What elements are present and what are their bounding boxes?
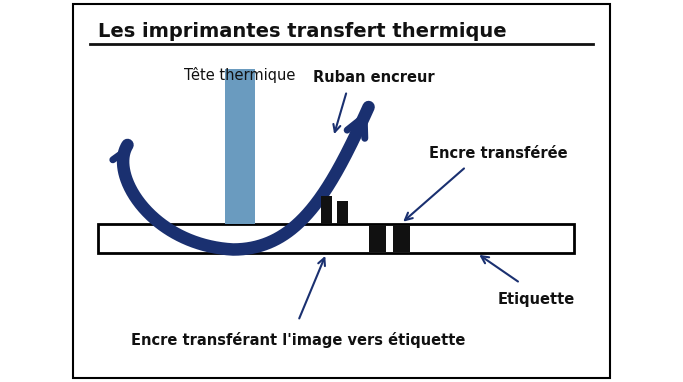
Bar (321, 196, 332, 223)
Bar (98, 223, 574, 253)
Text: Les imprimantes transfert thermique: Les imprimantes transfert thermique (98, 22, 506, 41)
Bar (393, 225, 410, 252)
Text: Ruban encreur: Ruban encreur (313, 70, 435, 85)
Text: Encre transférée: Encre transférée (430, 146, 568, 160)
Text: Tête thermique: Tête thermique (184, 66, 296, 83)
Bar (369, 225, 386, 252)
Text: Etiquette: Etiquette (498, 292, 575, 307)
Text: Encre transférant l'image vers étiquette: Encre transférant l'image vers étiquette (131, 332, 465, 348)
Bar (337, 201, 348, 223)
Bar (225, 69, 255, 223)
